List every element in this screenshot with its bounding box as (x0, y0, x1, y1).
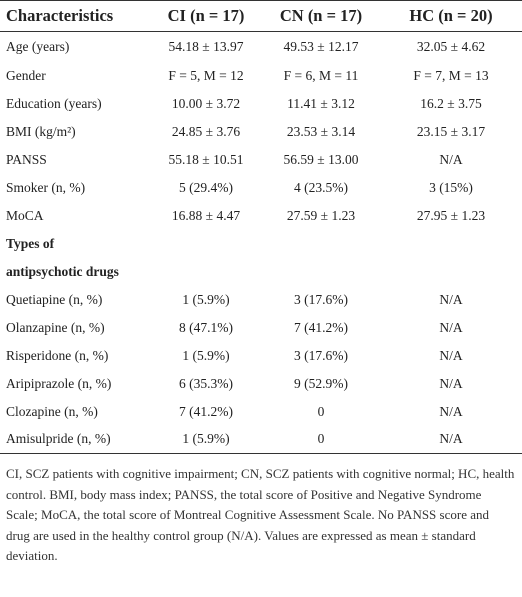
table-row: Smoker (n, %) 5 (29.4%) 4 (23.5%) 3 (15%) (0, 174, 522, 202)
table-cell: N/A (439, 403, 463, 419)
table-cell: Amisulpride (n, %) (6, 431, 111, 447)
table-cell: 32.05 ± 4.62 (416, 38, 486, 54)
table-row: Clozapine (n, %) 7 (41.2%) 0 N/A (0, 398, 522, 426)
section-label: Types of (6, 235, 55, 251)
table-cell: 27.95 ± 1.23 (416, 207, 486, 223)
table-cell: 7 (41.2%) (179, 403, 233, 419)
table-cell: 23.15 ± 3.17 (416, 123, 486, 139)
table-cell: Quetiapine (n, %) (6, 291, 103, 307)
table-row: Quetiapine (n, %) 1 (5.9%) 3 (17.6%) N/A (0, 286, 522, 314)
table-cell: 49.53 ± 12.17 (283, 38, 359, 54)
table-cell: 55.18 ± 10.51 (168, 151, 244, 167)
table-cell: 16.88 ± 4.47 (171, 207, 241, 223)
table-row: Age (years) 54.18 ± 13.97 49.53 ± 12.17 32.… (0, 32, 522, 62)
table-cell: 1 (5.9%) (182, 347, 230, 363)
table-row: BMI (kg/m²) 24.85 ± 3.76 23.53 ± 3.14 23.15… (0, 118, 522, 146)
table-row: Aripiprazole (n, %) 6 (35.3%) 9 (52.9%) N/A (0, 370, 522, 398)
table-body: Age (years) 54.18 ± 13.97 49.53 ± 12.17 32.… (0, 32, 522, 454)
table-cell: Gender (6, 67, 46, 83)
table-cell: 16.2 ± 3.75 (420, 95, 482, 111)
header-row: Characteristics CI (n = 17) CN (n = 17) HC … (0, 0, 522, 32)
table-cell: N/A (439, 151, 463, 167)
table-row: Gender F = 5, M = 12 F = 6, M = 11 F = 7, M… (0, 62, 522, 90)
table-row: Education (years) 10.00 ± 3.72 11.41 ± 3.1… (0, 90, 522, 118)
table-cell: F = 5, M = 12 (168, 67, 244, 83)
table-cell: 0 (317, 403, 325, 419)
empty-cell (380, 230, 522, 258)
table-cell: Age (years) (6, 38, 70, 54)
table-cell: 4 (23.5%) (294, 179, 348, 195)
empty-cell (150, 230, 262, 258)
table-cell: 5 (29.4%) (179, 179, 233, 195)
table-cell: N/A (439, 431, 463, 447)
table-cell: PANSS (6, 151, 47, 167)
table-cell: 3 (15%) (429, 179, 473, 195)
section-row: Types of (0, 230, 522, 258)
table-cell: F = 6, M = 11 (283, 67, 359, 83)
table-cell: 56.59 ± 13.00 (283, 151, 359, 167)
table-cell: Education (years) (6, 95, 102, 111)
table-cell: N/A (439, 347, 463, 363)
data-table: Characteristics CI (n = 17) CN (n = 17) HC … (0, 0, 522, 454)
table-cell: 10.00 ± 3.72 (171, 95, 241, 111)
empty-cell (380, 258, 522, 286)
table-cell: 1 (5.9%) (182, 291, 230, 307)
table-cell: 8 (47.1%) (179, 319, 233, 335)
table-cell: 27.59 ± 1.23 (286, 207, 356, 223)
table-cell: 1 (5.9%) (182, 431, 230, 447)
footnote: CI, SCZ patients with cognitive impairme… (6, 466, 515, 563)
header-cell: CI (n = 17) (167, 6, 245, 25)
table-row: Risperidone (n, %) 1 (5.9%) 3 (17.6%) N/A (0, 342, 522, 370)
table-cell: Smoker (n, %) (6, 179, 86, 195)
table-cell: 54.18 ± 13.97 (168, 38, 244, 54)
table-cell: 9 (52.9%) (294, 375, 348, 391)
table-cell: 23.53 ± 3.14 (286, 123, 356, 139)
table-cell: Clozapine (n, %) (6, 403, 98, 419)
table-cell: 7 (41.2%) (294, 319, 348, 335)
table-cell: MoCA (6, 207, 44, 223)
table-cell: BMI (kg/m²) (6, 123, 76, 139)
table-cell: N/A (439, 291, 463, 307)
header-cell: Characteristics (6, 6, 114, 25)
header-cell: HC (n = 20) (409, 6, 493, 25)
table-cell: Aripiprazole (n, %) (6, 375, 112, 391)
table-cell: Olanzapine (n, %) (6, 319, 105, 335)
table-cell: 3 (17.6%) (294, 347, 348, 363)
section-row: antipsychotic drugs (0, 258, 522, 286)
table-cell: Risperidone (n, %) (6, 347, 109, 363)
empty-cell (150, 258, 262, 286)
table-row: MoCA 16.88 ± 4.47 27.59 ± 1.23 27.95 ± 1.23 (0, 202, 522, 230)
table-row: Olanzapine (n, %) 8 (47.1%) 7 (41.2%) N/A (0, 314, 522, 342)
section-label: antipsychotic drugs (6, 263, 119, 279)
empty-cell (262, 230, 380, 258)
table-cell: N/A (439, 375, 463, 391)
table-cell: N/A (439, 319, 463, 335)
table-row: Amisulpride (n, %) 1 (5.9%) 0 N/A (0, 426, 522, 454)
table-cell: 24.85 ± 3.76 (171, 123, 241, 139)
table-cell: F = 7, M = 13 (413, 67, 489, 83)
header-cell: CN (n = 17) (279, 6, 363, 25)
table-cell: 3 (17.6%) (294, 291, 348, 307)
table-cell: 6 (35.3%) (179, 375, 233, 391)
table-cell: 11.41 ± 3.12 (287, 95, 355, 111)
table-cell: 0 (317, 431, 325, 447)
table-row: PANSS 55.18 ± 10.51 56.59 ± 13.00 N/A (0, 146, 522, 174)
empty-cell (262, 258, 380, 286)
